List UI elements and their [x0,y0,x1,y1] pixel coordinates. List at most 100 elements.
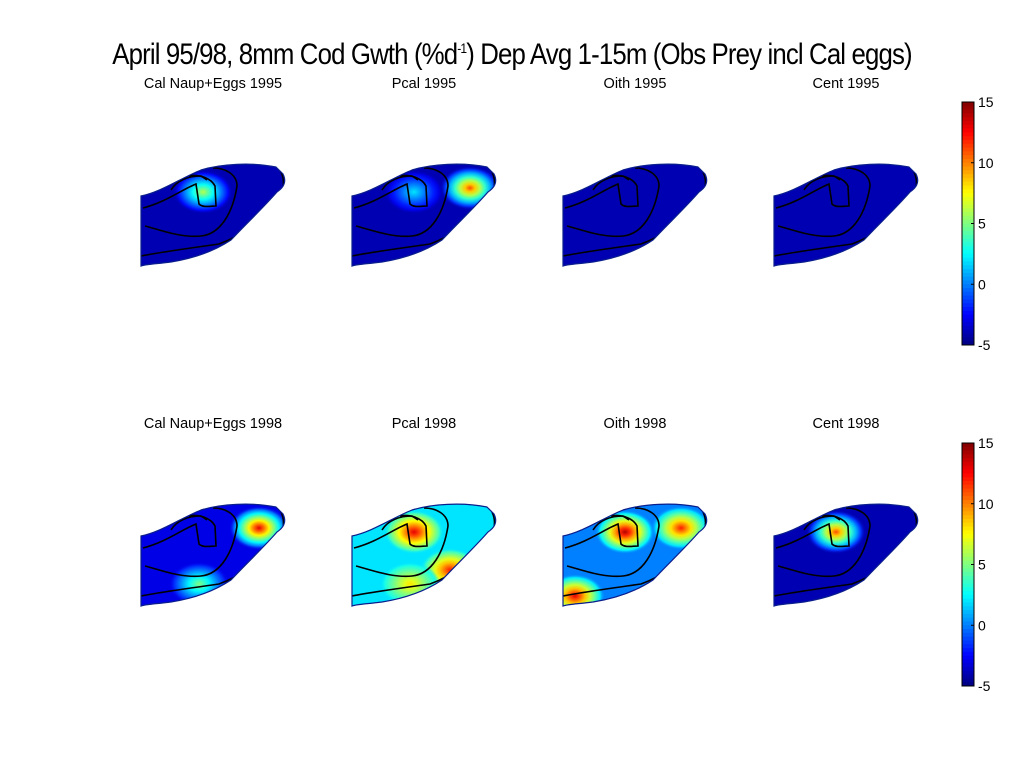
colorbar-segment [962,151,974,156]
colorbar-segment [962,314,974,319]
colorbar-segment [962,484,974,490]
colorbar-tick-label: -5 [978,337,991,353]
colorbar-segment [962,648,974,653]
colorbar-segment [962,564,974,569]
colorbar-segment [962,208,974,213]
colorbar-segment [962,291,974,297]
hotspot [384,170,444,214]
panel-title-cal-1998: Cal Naup+Eggs 1998 [143,416,283,432]
panel-title-oith-1998: Oith 1998 [603,416,667,432]
domain-fill [563,164,707,266]
hotspot [440,166,496,210]
colorbar-segment [962,215,974,221]
contour-line [144,167,238,238]
colorbar-segment [962,337,974,342]
colorbar-segment [962,341,974,346]
colorbar-segment [962,120,974,126]
colorbar-tick-label: 15 [978,435,994,451]
colorbar-segment [962,261,974,266]
colorbar-segment [962,185,974,190]
heatmap-panel [562,163,708,267]
hotspot [595,510,655,554]
colorbar-segment [962,329,974,335]
colorbar-segment [962,670,974,676]
heatmap-panel [562,503,708,607]
domain-fill [774,164,918,266]
colorbar-segment [962,170,974,175]
colorbar-segment [962,556,974,562]
colorbar-segment [962,219,974,224]
colorbar-segment [962,613,974,619]
panel-title-cent-1998: Cent 1998 [812,416,880,432]
colorbar-segment [962,591,974,596]
colorbar-segment [962,450,974,455]
colorbar-segment [962,541,974,547]
colorbar-segment [962,667,974,672]
colorbar-segment [962,488,974,493]
colorbar-segment [962,579,974,584]
colorbar-segment [962,158,974,164]
panel-title-oith-1995: Oith 1995 [603,76,667,92]
colorbar-segment [962,659,974,664]
colorbar-segment [962,674,974,679]
colorbar-segment [962,212,974,217]
domain-outline [773,163,919,267]
domain-outline [140,503,286,607]
colorbar-segment [962,465,974,471]
hotspot [173,170,233,214]
colorbar-segment [962,276,974,281]
contour-line [777,507,871,578]
contour-line [775,174,850,209]
contour-line [142,514,217,549]
colorbar-tick-label: 10 [978,496,994,512]
colorbar-segment [962,663,974,668]
colorbar-segment [962,326,974,331]
contour-line [564,174,639,209]
heatmap-panel [140,503,286,607]
colorbar-segment [962,174,974,179]
domain-outline [562,503,708,607]
contour-line [355,507,449,578]
colorbar-segment [962,303,974,308]
colorbar-tick-label: 0 [978,617,986,633]
colorbar-segment [962,587,974,592]
hotspot [806,510,866,554]
colorbar-segment [962,632,974,638]
colorbar-segment [962,307,974,312]
colorbar-segment [962,257,974,262]
domain-outline [351,503,497,607]
contour-line [353,174,428,209]
colorbar-segment [962,594,974,600]
colorbar-segment [962,537,974,543]
colorbar-segment [962,682,974,687]
colorbar-segment [962,265,974,270]
contour-line [566,167,660,238]
colorbar-segment [962,299,974,304]
colorbar-segment [962,572,974,577]
contour-line [170,175,208,191]
colorbar-segment [962,102,974,107]
colorbar-segment [962,575,974,581]
contour-line [142,174,217,209]
colorbar-segment [962,200,974,206]
colorbar-segment [962,227,974,232]
colorbar: 15 10 5 0 -5 [961,94,994,353]
colorbar-segment [962,568,974,573]
panel-title-pcal-1998: Pcal 1998 [391,416,457,432]
contour-line [777,167,871,238]
colorbar: 15 10 5 0 -5 [961,435,994,694]
colorbar-segment [962,234,974,240]
colorbar-segment [962,295,974,300]
colorbar-tick-label: -5 [978,678,991,694]
colorbar-tick-label: 5 [978,557,986,573]
contour-line [381,515,419,531]
colorbar-segment [962,655,974,660]
colorbar-segment [962,503,974,509]
colorbar-segment [962,250,974,255]
colorbar-segment [962,522,974,528]
colorbar-segment [962,458,974,463]
colorbar-segment [962,560,974,565]
colorbar-segment [962,231,974,236]
colorbar-segment [962,166,974,171]
panel-title-cal-1995: Cal Naup+Eggs 1995 [143,76,283,92]
